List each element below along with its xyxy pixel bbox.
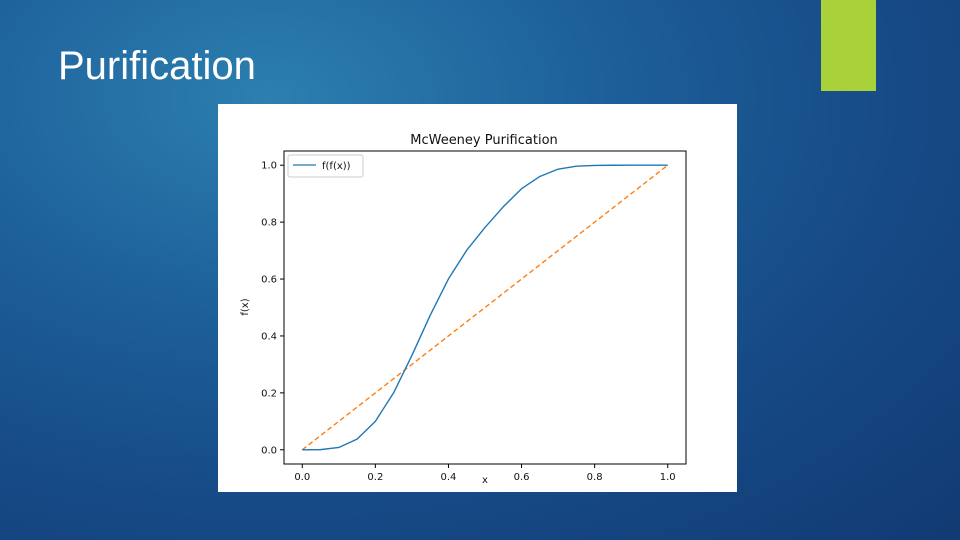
y-tick-label: 0.2 — [261, 388, 277, 399]
legend-label: f(f(x)) — [322, 161, 351, 172]
slide-title: Purification — [58, 44, 256, 88]
y-tick-label: 0.8 — [261, 218, 277, 229]
x-tick-label: 0.4 — [441, 472, 457, 483]
y-axis: 0.0 0.2 0.4 0.6 0.8 1.0 — [261, 161, 284, 456]
x-tick-label: 0.0 — [294, 472, 310, 483]
y-tick-label: 1.0 — [261, 161, 277, 172]
series-line — [302, 164, 668, 451]
x-axis: 0.0 0.2 0.4 0.6 0.8 1.0 — [294, 464, 676, 483]
series-layer — [301, 164, 669, 451]
x-tick-label: 0.2 — [367, 472, 383, 483]
x-tick-label: 1.0 — [660, 472, 676, 483]
legend-box — [287, 154, 364, 178]
x-tick-label: 0.8 — [587, 472, 603, 483]
mcweeney-chart: McWeeney Purification 0.0 0.2 0.4 0.6 0.8 1.0… — [240, 133, 687, 486]
x-tick-label: 0.6 — [514, 472, 530, 483]
x-axis-label: x — [482, 475, 488, 486]
y-axis-label: f(x) — [240, 298, 251, 315]
reference-line — [301, 164, 669, 451]
legend: f(f(x)) — [287, 154, 364, 178]
plot-area — [283, 150, 687, 465]
y-tick-label: 0.4 — [261, 331, 277, 342]
chart-title: McWeeney Purification — [410, 133, 558, 148]
chart-image: McWeeney Purification 0.0 0.2 0.4 0.6 0.8 1.0… — [218, 104, 737, 492]
y-tick-label: 0.6 — [261, 275, 277, 286]
accent-bar — [821, 0, 876, 91]
y-tick-label: 0.0 — [261, 445, 277, 456]
